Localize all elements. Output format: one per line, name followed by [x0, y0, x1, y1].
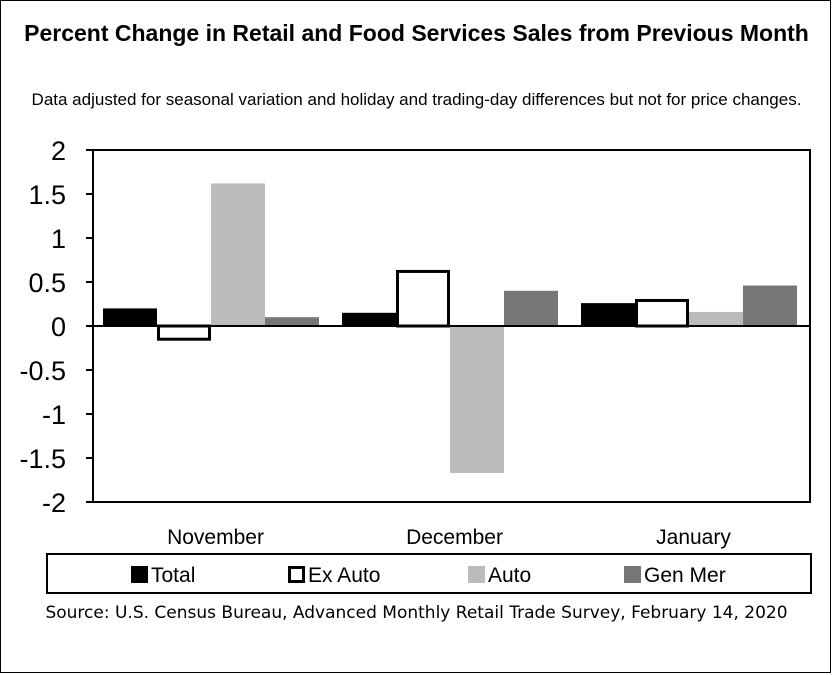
chart-title: Percent Change in Retail and Food Servic… [24, 20, 809, 46]
bar-ex-auto-december [396, 269, 450, 328]
x-axis-categories: November December January [167, 526, 731, 549]
bar-gen-mer-january [743, 285, 797, 326]
legend-box [46, 553, 812, 594]
y-tick-label: -0.5 [19, 356, 66, 386]
bar-gen-mer-december [504, 290, 558, 326]
legend-swatch-auto [468, 566, 485, 583]
bar-auto-december [450, 326, 504, 473]
legend-swatch-gen-mer [624, 566, 641, 583]
chart-source: Source: U.S. Census Bureau, Advanced Mon… [45, 603, 788, 623]
bar-ex-auto-november [157, 324, 211, 341]
legend-swatch-total [131, 566, 148, 583]
y-tick-label: -1.5 [19, 444, 66, 474]
bar-total-january [581, 303, 635, 326]
bar-gen-mer-november [265, 317, 319, 326]
y-tick-label: 1 [51, 224, 66, 254]
x-category-label: December [406, 526, 503, 549]
bar-auto-november [211, 183, 265, 326]
x-category-label: November [167, 526, 264, 549]
chart-svg: 2 1.5 1 0.5 0 -0.5 -1 -1.5 -2 November December Ja… [19, 136, 812, 594]
x-category-label: January [656, 526, 731, 549]
y-tick-label: -2 [42, 488, 66, 518]
y-tick-label: 0 [51, 312, 66, 342]
bar-ex-auto-january [635, 298, 689, 328]
y-tick-label: 1.5 [28, 180, 66, 210]
bar-auto-january [689, 311, 743, 326]
legend-label: Total [151, 564, 195, 587]
legend-label: Auto [488, 564, 531, 587]
bar-total-december [342, 312, 396, 326]
y-tick-label: -1 [42, 400, 66, 430]
legend-label: Gen Mer [644, 564, 726, 587]
legend: Total Ex Auto Auto Gen Mer [46, 553, 812, 594]
bar-total-november [103, 308, 157, 326]
legend-label: Ex Auto [308, 564, 380, 587]
legend-swatch-ex-auto [288, 566, 305, 583]
y-tick-label: 0.5 [28, 268, 66, 298]
chart-subtitle: Data adjusted for seasonal variation and… [31, 90, 802, 109]
y-tick-label: 2 [51, 136, 66, 166]
plot-area [92, 149, 811, 503]
y-axis: 2 1.5 1 0.5 0 -0.5 -1 -1.5 -2 [19, 136, 93, 518]
